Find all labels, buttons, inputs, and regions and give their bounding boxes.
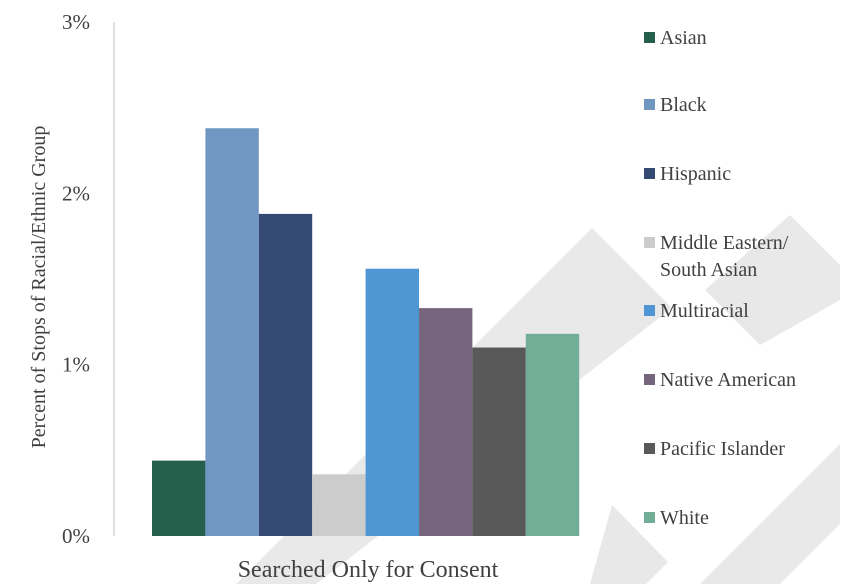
bar <box>312 474 366 536</box>
legend-swatch <box>644 305 655 316</box>
legend-label: Pacific Islander <box>660 438 785 460</box>
bar <box>525 333 580 536</box>
bar <box>419 308 473 536</box>
legend-label: White <box>660 507 709 529</box>
bar <box>365 268 419 536</box>
bar <box>152 460 206 536</box>
bar <box>258 213 313 537</box>
x-axis-title: Searched Only for Consent <box>238 557 499 583</box>
legend-label: Black <box>660 94 707 116</box>
y-tick-label: 1% <box>62 353 90 377</box>
legend-swatch <box>644 99 655 110</box>
y-tick-label: 3% <box>62 10 90 34</box>
legend-swatch <box>644 32 655 43</box>
legend-label: Hispanic <box>660 163 731 185</box>
bar <box>472 347 526 536</box>
legend-swatch <box>644 374 655 385</box>
y-axis-title: Percent of Stops of Racial/Ethnic Group <box>28 126 50 449</box>
y-axis-ticks: 0% 1% 2% 3% <box>62 10 90 548</box>
legend-swatch <box>644 237 655 248</box>
legend-label: Multiracial <box>660 300 749 322</box>
legend-label: Asian <box>660 27 707 49</box>
legend: Asian Black Hispanic Middle Eastern/South A… <box>644 27 796 529</box>
bar <box>205 128 259 536</box>
bars <box>152 128 580 537</box>
legend-label: Middle Eastern/South Asian <box>660 232 789 281</box>
legend-label: Native American <box>660 369 796 391</box>
y-tick-label: 2% <box>62 181 90 205</box>
legend-swatch <box>644 512 655 523</box>
legend-swatch <box>644 168 655 179</box>
y-tick-label: 0% <box>62 524 90 548</box>
legend-swatch <box>644 443 655 454</box>
